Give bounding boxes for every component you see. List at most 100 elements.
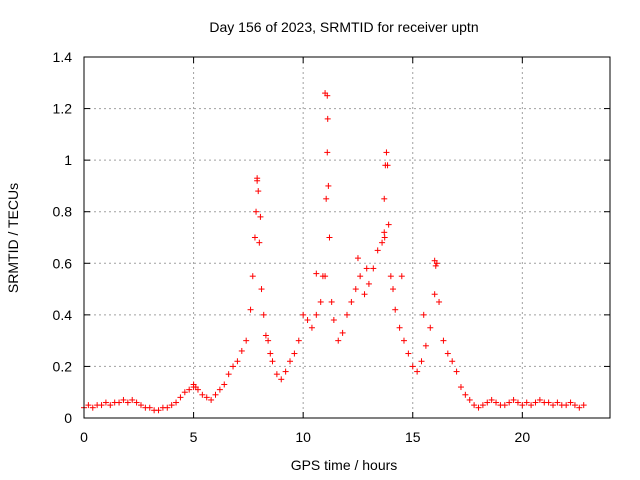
data-point bbox=[493, 399, 500, 406]
data-point bbox=[254, 175, 261, 182]
data-point bbox=[192, 384, 199, 391]
data-point bbox=[387, 273, 394, 280]
data-point bbox=[278, 376, 285, 383]
data-point bbox=[432, 262, 439, 269]
data-point bbox=[479, 402, 486, 409]
data-point bbox=[173, 399, 180, 406]
data-point bbox=[260, 311, 267, 318]
data-point bbox=[344, 311, 350, 318]
data-point bbox=[253, 208, 260, 215]
data-point bbox=[325, 182, 332, 189]
data-point bbox=[269, 358, 276, 365]
data-point bbox=[324, 92, 331, 99]
data-point bbox=[436, 298, 443, 305]
data-point bbox=[484, 399, 491, 406]
data-point bbox=[216, 386, 223, 393]
data-point bbox=[287, 358, 294, 365]
data-point bbox=[257, 213, 264, 220]
data-point bbox=[390, 286, 397, 293]
data-point bbox=[137, 402, 144, 409]
x-tick-label: 20 bbox=[515, 429, 531, 445]
data-point bbox=[444, 350, 451, 357]
data-point bbox=[243, 337, 250, 344]
data-point bbox=[186, 386, 193, 393]
data-point bbox=[133, 399, 140, 406]
data-point bbox=[422, 342, 429, 349]
data-point bbox=[251, 234, 258, 241]
x-tick-label: 15 bbox=[405, 429, 421, 445]
data-point bbox=[208, 396, 215, 403]
data-points bbox=[81, 90, 587, 414]
y-tick-label: 1.2 bbox=[53, 101, 73, 117]
data-point bbox=[116, 399, 123, 406]
data-point bbox=[398, 273, 405, 280]
y-tick-label: 1 bbox=[64, 152, 72, 168]
data-point bbox=[212, 391, 219, 398]
data-point bbox=[221, 381, 228, 388]
data-point bbox=[330, 317, 337, 324]
data-point bbox=[249, 273, 256, 280]
data-point bbox=[328, 298, 335, 305]
data-point bbox=[475, 404, 482, 411]
data-point bbox=[335, 337, 342, 344]
data-point bbox=[225, 371, 232, 378]
data-point bbox=[400, 337, 407, 344]
data-point bbox=[519, 402, 526, 409]
data-point bbox=[383, 149, 390, 156]
data-point bbox=[374, 247, 381, 254]
data-point bbox=[352, 286, 359, 293]
data-point bbox=[363, 265, 370, 272]
data-point bbox=[357, 273, 364, 280]
data-point bbox=[354, 255, 361, 262]
data-point bbox=[536, 396, 543, 403]
data-point bbox=[339, 329, 346, 336]
x-tick-label: 10 bbox=[295, 429, 311, 445]
data-point bbox=[567, 399, 574, 406]
data-point bbox=[89, 404, 96, 411]
data-point bbox=[457, 384, 464, 391]
data-point bbox=[324, 115, 331, 122]
data-point bbox=[267, 350, 274, 357]
data-point bbox=[523, 399, 530, 406]
data-point bbox=[300, 311, 307, 318]
data-point bbox=[420, 311, 427, 318]
data-point bbox=[510, 396, 517, 403]
x-tick-label: 5 bbox=[190, 429, 198, 445]
data-point bbox=[107, 402, 114, 409]
y-tick-label: 0.4 bbox=[53, 307, 73, 323]
data-point bbox=[308, 324, 315, 331]
data-point bbox=[85, 402, 92, 409]
data-point bbox=[431, 291, 438, 298]
data-point bbox=[396, 324, 403, 331]
data-point bbox=[255, 188, 262, 195]
data-point bbox=[234, 358, 241, 365]
data-point bbox=[405, 350, 412, 357]
data-point bbox=[238, 347, 245, 354]
data-point bbox=[230, 363, 237, 370]
data-point bbox=[381, 234, 388, 241]
data-point bbox=[554, 399, 561, 406]
data-point bbox=[501, 402, 508, 409]
data-point bbox=[385, 221, 392, 228]
data-point bbox=[155, 407, 162, 414]
data-point bbox=[431, 257, 438, 264]
data-point bbox=[381, 229, 388, 236]
data-point bbox=[576, 404, 583, 411]
data-point bbox=[265, 337, 272, 344]
data-point bbox=[273, 371, 280, 378]
data-point bbox=[381, 195, 388, 202]
data-point bbox=[181, 389, 188, 396]
data-point bbox=[440, 337, 447, 344]
data-point bbox=[317, 298, 324, 305]
plot-frame bbox=[83, 56, 611, 419]
data-point bbox=[409, 363, 416, 370]
y-tick-label: 0.8 bbox=[53, 204, 73, 220]
data-point bbox=[528, 402, 535, 409]
axis-ticks: 0 5 10 15 20 0 0.2 0.4 0.6 0.8 1 1.2 1.4 bbox=[53, 49, 610, 445]
data-point bbox=[199, 391, 206, 398]
data-point bbox=[291, 350, 298, 357]
data-point bbox=[365, 280, 372, 287]
data-point bbox=[98, 402, 105, 409]
data-point bbox=[146, 404, 153, 411]
data-point bbox=[414, 368, 421, 375]
